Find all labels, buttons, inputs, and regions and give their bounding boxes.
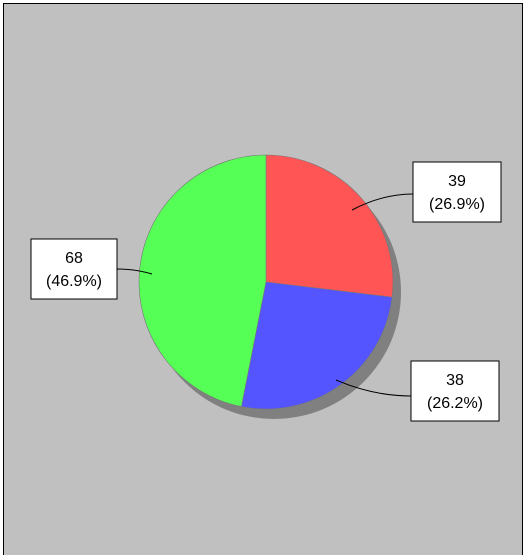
leader-line — [116, 268, 153, 275]
data-label-frame — [30, 238, 118, 300]
data-label-percent: (26.9%) — [429, 196, 485, 213]
data-labels: 39 (26.9%) 38 (26.2%) 68 (46.9%) — [30, 161, 502, 422]
pie-slice — [241, 281, 393, 410]
data-label-box: 39 (26.9%) — [412, 161, 502, 223]
leader-line — [335, 379, 412, 397]
data-label-box: 38 (26.2%) — [410, 360, 500, 422]
data-label-value: 38 — [446, 372, 464, 389]
pie-slices — [138, 154, 394, 410]
data-label-box: 68 (46.9%) — [30, 238, 118, 300]
data-label-value: 39 — [448, 173, 466, 190]
pie-slice — [265, 154, 394, 298]
data-label-frame — [410, 360, 500, 422]
chart-frame: 39 (26.9%) 38 (26.2%) 68 (46.9%) — [3, 3, 523, 555]
pie-slice — [138, 154, 267, 407]
data-label-percent: (26.2%) — [427, 395, 483, 412]
leader-line — [351, 193, 414, 211]
data-label-value: 68 — [65, 250, 83, 267]
pie-chart: 39 (26.9%) 38 (26.2%) 68 (46.9%) — [4, 4, 522, 555]
data-label-frame — [412, 161, 502, 223]
leader-lines — [116, 193, 414, 397]
data-label-percent: (46.9%) — [46, 273, 102, 290]
